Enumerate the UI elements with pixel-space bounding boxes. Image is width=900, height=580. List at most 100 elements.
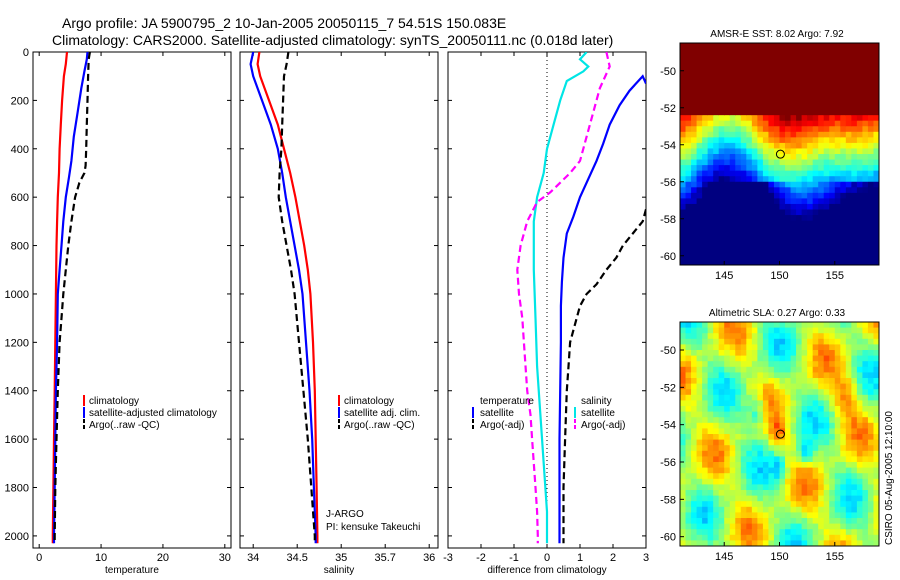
map-cell — [735, 344, 742, 351]
map-cell — [851, 406, 858, 413]
map-cell — [845, 478, 852, 485]
map-cell — [856, 406, 864, 413]
salinity-series — [249, 52, 319, 544]
map-cell — [702, 87, 709, 94]
map-cell — [729, 512, 736, 519]
map-cell — [818, 104, 825, 111]
map-cell — [873, 394, 879, 401]
map-cell — [873, 98, 879, 105]
map-cell — [768, 115, 775, 122]
map-cell — [757, 59, 764, 66]
map-cell — [773, 76, 781, 83]
map-cell — [823, 87, 830, 94]
map-cell — [680, 242, 687, 249]
map-cell — [801, 490, 808, 497]
map-cell — [762, 512, 770, 519]
map-cell — [724, 450, 731, 457]
map-cell — [768, 181, 775, 188]
map-cell — [840, 137, 847, 144]
map-cell — [812, 253, 819, 261]
map-cell — [773, 484, 781, 491]
map-cell — [757, 490, 764, 497]
map-cell — [801, 170, 808, 177]
map-cell — [823, 176, 830, 183]
map-cell — [862, 87, 869, 94]
map-cell — [691, 406, 698, 413]
map-cell — [751, 59, 758, 66]
map-cell — [785, 59, 792, 66]
map-cell — [718, 215, 725, 222]
map-cell — [845, 198, 852, 205]
map-cell — [735, 220, 742, 227]
map-cell — [691, 389, 698, 396]
map-cell — [757, 115, 764, 122]
map-cell — [873, 104, 879, 111]
map-cell — [807, 259, 814, 265]
map-cell — [867, 512, 875, 519]
map-cell — [823, 226, 830, 233]
map-cell — [696, 98, 703, 105]
map-cell — [762, 209, 770, 216]
series-line-satellite-adj-clim- — [249, 52, 317, 544]
map-cell — [845, 473, 852, 480]
map-cell — [840, 165, 847, 172]
map-cell — [840, 203, 847, 211]
map-cell — [829, 450, 836, 457]
map-cell — [796, 512, 803, 519]
map-cell — [812, 54, 819, 61]
map-cell — [713, 59, 720, 66]
map-cell — [729, 81, 736, 88]
map-cell — [829, 411, 836, 418]
map-cell — [713, 383, 720, 390]
map-cell — [851, 473, 858, 480]
map-cell — [718, 366, 725, 373]
map-cell — [757, 209, 764, 216]
map-cell — [707, 439, 714, 446]
map-cell — [707, 378, 714, 385]
map-cell — [762, 434, 770, 441]
map-cell — [718, 181, 725, 188]
map-cell — [812, 154, 819, 161]
map-cell — [851, 237, 858, 244]
map-cell — [823, 411, 830, 418]
map-cell — [735, 540, 742, 546]
map-cell — [718, 154, 725, 161]
series-line-climatology — [256, 52, 319, 544]
map-cell — [762, 154, 770, 161]
map-cell — [829, 192, 836, 199]
map-cell — [768, 529, 775, 536]
map-cell — [729, 187, 736, 194]
map-cell — [729, 529, 736, 536]
map-cell — [724, 165, 731, 172]
map-cell — [801, 484, 808, 491]
map-cell — [856, 187, 864, 194]
difference-legend-salinity: salinity satellite Argo(-adj) — [574, 396, 625, 431]
map-cell — [696, 154, 703, 161]
map-cell — [762, 131, 770, 138]
map-cell — [762, 54, 770, 61]
map-cell — [856, 70, 864, 77]
map-cell — [724, 215, 731, 222]
map-cell — [691, 327, 698, 334]
map-cell — [856, 170, 864, 177]
map-cell — [691, 333, 698, 340]
map-cell — [834, 259, 841, 265]
map-cell — [790, 198, 797, 205]
map-cell — [818, 120, 825, 127]
map-cell — [801, 181, 808, 188]
map-cell — [785, 428, 792, 435]
map-cell — [685, 361, 692, 368]
map-cell — [746, 159, 753, 166]
map-cell — [740, 366, 747, 373]
map-cell — [680, 327, 687, 334]
map-cell — [773, 159, 781, 166]
map-cell — [856, 439, 864, 446]
map-cell — [862, 445, 869, 452]
map-cell — [851, 170, 858, 177]
map-cell — [768, 192, 775, 199]
map-cell — [851, 131, 858, 138]
map-cell — [873, 422, 879, 429]
map-cell — [840, 187, 847, 194]
map-cell — [751, 198, 758, 205]
map-cell — [680, 394, 687, 401]
